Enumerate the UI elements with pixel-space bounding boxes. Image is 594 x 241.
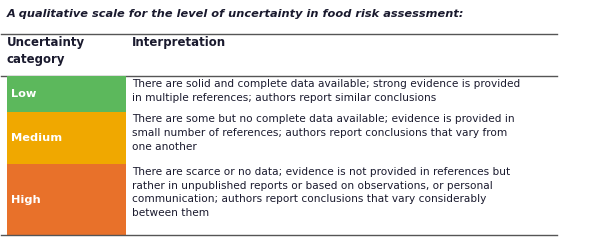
Text: There are scarce or no data; evidence is not provided in references but
rather i: There are scarce or no data; evidence is… bbox=[132, 167, 510, 218]
Text: There are some but no complete data available; evidence is provided in
small num: There are some but no complete data avai… bbox=[132, 114, 514, 152]
Text: Uncertainty
category: Uncertainty category bbox=[7, 36, 85, 66]
Text: Low: Low bbox=[11, 89, 37, 99]
Text: Medium: Medium bbox=[11, 133, 62, 143]
Text: High: High bbox=[11, 195, 41, 205]
Bar bbox=[7, 164, 127, 235]
Text: Interpretation: Interpretation bbox=[132, 36, 226, 49]
Bar bbox=[7, 76, 127, 112]
Bar bbox=[7, 112, 127, 164]
Text: A qualitative scale for the level of uncertainty in food risk assessment:: A qualitative scale for the level of unc… bbox=[7, 8, 465, 19]
Text: There are solid and complete data available; strong evidence is provided
in mult: There are solid and complete data availa… bbox=[132, 79, 520, 103]
